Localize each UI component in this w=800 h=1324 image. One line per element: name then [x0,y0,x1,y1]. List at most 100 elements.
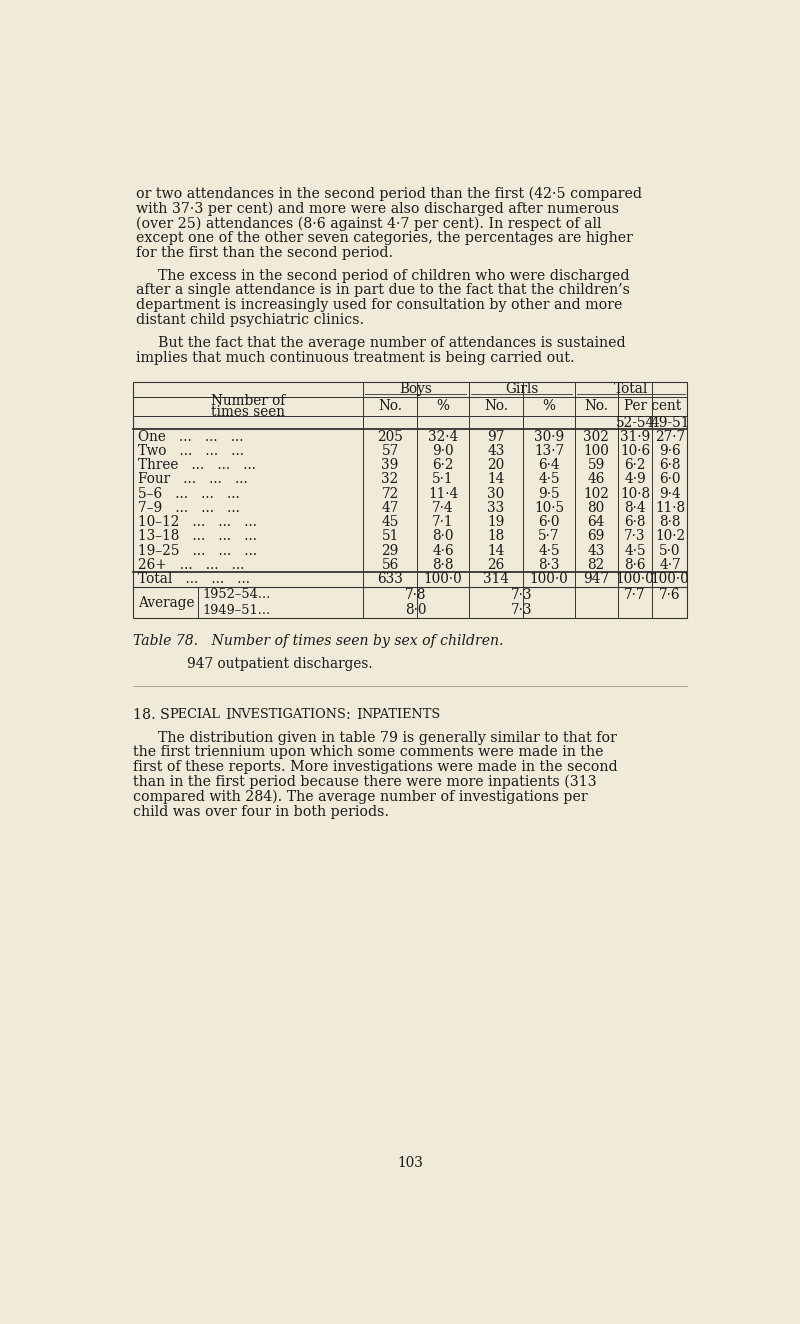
Text: 18: 18 [487,530,505,543]
Text: 5–6   ...   ...   ...: 5–6 ... ... ... [138,487,240,500]
Text: 30·9: 30·9 [534,429,564,444]
Text: 10·2: 10·2 [655,530,685,543]
Text: The excess in the second period of children who were discharged: The excess in the second period of child… [158,269,630,282]
Text: 6·4: 6·4 [538,458,560,473]
Text: (over 25) attendances (8·6 against 4·7 per cent). In respect of all: (over 25) attendances (8·6 against 4·7 p… [137,216,602,230]
Text: :: : [346,707,356,722]
Text: child was over four in both periods.: child was over four in both periods. [133,805,389,818]
Text: 6·0: 6·0 [538,515,560,530]
Text: 31·9: 31·9 [620,429,650,444]
Text: But the fact that the average number of attendances is sustained: But the fact that the average number of … [158,336,626,350]
Text: 52-54: 52-54 [615,416,654,430]
Text: 27·7: 27·7 [655,429,685,444]
Text: 7·3: 7·3 [511,604,533,617]
Text: 102: 102 [583,487,609,500]
Text: 8·3: 8·3 [538,557,560,572]
Text: S: S [160,707,170,722]
Text: 4·7: 4·7 [659,557,681,572]
Text: 100·0: 100·0 [616,572,654,587]
Text: after a single attendance is in part due to the fact that the children’s: after a single attendance is in part due… [137,283,630,298]
Text: compared with 284). The average number of investigations per: compared with 284). The average number o… [133,790,587,804]
Text: Three   ...   ...   ...: Three ... ... ... [138,458,256,473]
Text: than in the first period because there were more inpatients (313: than in the first period because there w… [133,775,596,789]
Text: 10·6: 10·6 [620,444,650,458]
Text: No.: No. [484,400,508,413]
Text: 26: 26 [487,557,505,572]
Text: 32·4: 32·4 [428,429,458,444]
Text: No.: No. [378,400,402,413]
Text: Four   ...   ...   ...: Four ... ... ... [138,473,248,486]
Text: 13–18   ...   ...   ...: 13–18 ... ... ... [138,530,257,543]
Text: 9·6: 9·6 [659,444,681,458]
Text: department is increasingly used for consultation by other and more: department is increasingly used for cons… [137,298,622,312]
Text: NVESTIGATIONS: NVESTIGATIONS [230,707,346,720]
Text: except one of the other seven categories, the percentages are higher: except one of the other seven categories… [137,230,634,245]
Text: 7·3: 7·3 [511,588,533,601]
Text: 26+   ...   ...   ...: 26+ ... ... ... [138,557,244,572]
Text: 13·7: 13·7 [534,444,564,458]
Text: 6·8: 6·8 [659,458,681,473]
Text: 18.: 18. [133,707,160,722]
Text: 302: 302 [583,429,609,444]
Text: 8·8: 8·8 [659,515,681,530]
Text: 51: 51 [382,530,398,543]
Text: 7·4: 7·4 [432,500,454,515]
Text: I: I [356,707,362,722]
Text: One   ...   ...   ...: One ... ... ... [138,429,243,444]
Text: 1949–51...: 1949–51... [202,604,270,617]
Text: 8·0: 8·0 [405,604,426,617]
Text: for the first than the second period.: for the first than the second period. [137,246,394,260]
Text: 9·5: 9·5 [538,487,560,500]
Text: 314: 314 [483,572,509,587]
Text: 69: 69 [587,530,605,543]
Text: 6·0: 6·0 [659,473,681,486]
Text: Total: Total [614,383,648,396]
Text: 11·8: 11·8 [655,500,685,515]
Text: 100: 100 [583,444,609,458]
Text: 5·7: 5·7 [538,530,560,543]
Text: 10–12   ...   ...   ...: 10–12 ... ... ... [138,515,257,530]
Text: Total   ...   ...   ...: Total ... ... ... [138,572,250,587]
Text: 4·5: 4·5 [538,544,560,557]
Text: times seen: times seen [210,405,285,420]
Text: 57: 57 [382,444,398,458]
Text: 72: 72 [382,487,398,500]
Text: 8·6: 8·6 [624,557,646,572]
Text: 205: 205 [377,429,403,444]
Text: or two attendances in the second period than the first (42·5 compared: or two attendances in the second period … [137,187,642,201]
Text: %: % [542,400,555,413]
Text: 1952–54...: 1952–54... [202,588,270,601]
Text: 29: 29 [382,544,398,557]
Text: 6·2: 6·2 [624,458,646,473]
Text: 97: 97 [487,429,505,444]
Text: Girls: Girls [505,383,538,396]
Text: NPATIENTS: NPATIENTS [362,707,441,720]
Text: the first triennium upon which some comments were made in the: the first triennium upon which some comm… [133,745,603,760]
Text: distant child psychiatric clinics.: distant child psychiatric clinics. [137,312,365,327]
Text: 82: 82 [587,557,605,572]
Text: 7·7: 7·7 [624,588,646,601]
Text: 947: 947 [583,572,610,587]
Text: 633: 633 [377,572,403,587]
Text: 8·0: 8·0 [432,530,454,543]
Text: 100·0: 100·0 [424,572,462,587]
Bar [133,381,687,618]
Text: 947 outpatient discharges.: 947 outpatient discharges. [187,657,373,671]
Text: with 37·3 per cent) and more were also discharged after numerous: with 37·3 per cent) and more were also d… [137,201,619,216]
Text: 33: 33 [487,500,505,515]
Text: 6·2: 6·2 [432,458,454,473]
Text: first of these reports. More investigations were made in the second: first of these reports. More investigati… [133,760,617,775]
Text: 8·8: 8·8 [432,557,454,572]
Text: 4·5: 4·5 [624,544,646,557]
Text: 7·6: 7·6 [659,588,681,601]
Text: 103: 103 [397,1156,423,1170]
Text: 10·8: 10·8 [620,487,650,500]
Text: 43: 43 [487,444,505,458]
Text: 10·5: 10·5 [534,500,564,515]
Text: 7·8: 7·8 [405,588,426,601]
Text: 19–25   ...   ...   ...: 19–25 ... ... ... [138,544,257,557]
Text: 45: 45 [382,515,398,530]
Text: Average: Average [138,596,194,609]
Text: %: % [437,400,450,413]
Text: 19: 19 [487,515,505,530]
